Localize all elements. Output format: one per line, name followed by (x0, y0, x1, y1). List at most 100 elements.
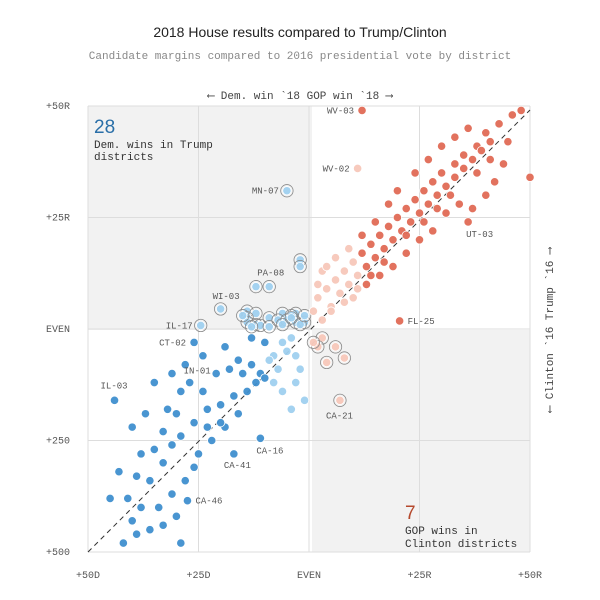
data-point[interactable] (198, 386, 208, 397)
data-point[interactable] (357, 248, 367, 258)
data-point[interactable] (242, 386, 252, 397)
data-point[interactable] (410, 195, 420, 205)
data-point[interactable] (149, 444, 159, 455)
data-point[interactable] (401, 203, 411, 214)
data-point[interactable] (414, 235, 425, 245)
data-point[interactable] (410, 168, 420, 178)
data-point[interactable] (326, 306, 336, 316)
data-point[interactable] (498, 159, 509, 169)
data-point[interactable] (330, 253, 341, 263)
data-point[interactable] (158, 458, 168, 468)
data-point[interactable] (485, 154, 495, 165)
data-point[interactable] (216, 400, 226, 410)
data-point[interactable] (507, 110, 517, 120)
data-point[interactable] (357, 105, 367, 116)
data-point[interactable] (216, 304, 226, 314)
data-point[interactable] (189, 418, 199, 428)
data-point[interactable] (207, 435, 217, 446)
data-point[interactable] (140, 409, 151, 419)
data-point[interactable] (445, 190, 456, 200)
data-point[interactable] (467, 154, 478, 165)
data-point[interactable] (295, 261, 305, 272)
data-point[interactable] (375, 230, 385, 240)
data-point[interactable] (516, 105, 526, 116)
data-point[interactable] (436, 141, 447, 151)
data-point[interactable] (392, 212, 402, 223)
data-point[interactable] (158, 426, 168, 437)
data-point[interactable] (233, 355, 243, 365)
data-point[interactable] (171, 409, 181, 419)
data-point[interactable] (277, 337, 288, 347)
data-point[interactable] (335, 395, 345, 405)
data-point[interactable] (357, 230, 367, 240)
data-point[interactable] (176, 431, 186, 441)
data-point[interactable] (441, 208, 451, 218)
data-point[interactable] (330, 275, 341, 285)
data-point[interactable] (353, 284, 363, 294)
data-point[interactable] (238, 311, 248, 321)
data-point[interactable] (260, 337, 270, 347)
data-point[interactable] (127, 422, 137, 432)
data-point[interactable] (450, 132, 460, 142)
data-point[interactable] (277, 319, 288, 330)
data-point[interactable] (211, 368, 221, 379)
data-point[interactable] (282, 346, 292, 356)
data-point[interactable] (198, 351, 208, 361)
data-point[interactable] (277, 386, 288, 397)
data-point[interactable] (224, 364, 235, 374)
data-point[interactable] (176, 386, 186, 397)
data-point[interactable] (167, 368, 177, 379)
data-point[interactable] (494, 119, 504, 129)
data-point[interactable] (361, 279, 372, 289)
data-point[interactable] (127, 516, 137, 526)
data-point[interactable] (158, 520, 168, 530)
data-point[interactable] (118, 538, 128, 548)
data-point[interactable] (423, 154, 433, 165)
data-point[interactable] (246, 360, 257, 370)
data-point[interactable] (132, 471, 142, 481)
data-point[interactable] (406, 217, 416, 227)
data-point[interactable] (450, 159, 460, 169)
data-point[interactable] (286, 333, 296, 343)
data-point[interactable] (229, 449, 239, 459)
data-point[interactable] (185, 377, 195, 388)
data-point[interactable] (503, 137, 513, 147)
data-point[interactable] (476, 146, 486, 156)
data-point[interactable] (379, 257, 389, 267)
data-point[interactable] (366, 270, 376, 281)
data-point[interactable] (264, 322, 274, 332)
data-point[interactable] (264, 355, 274, 365)
data-point[interactable] (379, 244, 389, 254)
data-point[interactable] (295, 364, 305, 374)
data-point[interactable] (167, 489, 177, 499)
data-point[interactable] (317, 315, 327, 325)
data-point[interactable] (202, 404, 212, 414)
data-point[interactable] (485, 137, 495, 147)
data-point[interactable] (463, 123, 473, 133)
data-point[interactable] (366, 239, 376, 249)
data-point[interactable] (114, 467, 124, 477)
data-point[interactable] (167, 440, 177, 450)
data-point[interactable] (136, 502, 146, 512)
data-point[interactable] (313, 279, 323, 289)
data-point[interactable] (370, 217, 380, 227)
data-point[interactable] (308, 337, 319, 347)
data-point[interactable] (361, 261, 372, 272)
data-point[interactable] (395, 316, 405, 326)
data-point[interactable] (428, 226, 438, 236)
data-point[interactable] (105, 493, 115, 504)
data-point[interactable] (182, 496, 193, 506)
data-point[interactable] (388, 261, 398, 272)
data-point[interactable] (423, 199, 433, 209)
data-point[interactable] (348, 293, 358, 303)
data-point[interactable] (525, 172, 535, 182)
data-point[interactable] (180, 476, 190, 486)
data-point[interactable] (162, 404, 173, 414)
data-point[interactable] (246, 322, 257, 332)
data-point[interactable] (330, 342, 341, 352)
data-point[interactable] (220, 342, 230, 352)
data-point[interactable] (136, 449, 146, 459)
data-point[interactable] (180, 360, 190, 370)
data-point[interactable] (428, 177, 438, 187)
data-point[interactable] (481, 128, 491, 138)
